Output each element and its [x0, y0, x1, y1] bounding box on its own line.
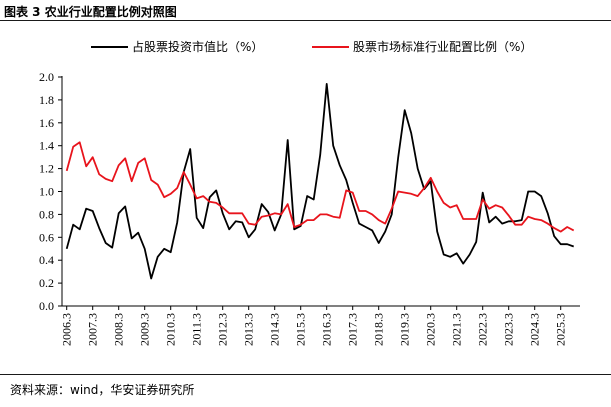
- x-tick-label: 2007.3: [86, 313, 100, 346]
- x-tick-label: 2017.3: [346, 313, 360, 346]
- legend-label-market-value: 占股票投资市值比（%）: [132, 39, 263, 54]
- y-tick-label: 1.6: [39, 116, 54, 130]
- chart-axes: 0.0 0.2 0.4 0.6 0.8 1.0 1.2 1.4 1.6 1.8 2.0 2006.3 2…: [39, 70, 580, 346]
- x-tick-label: 2006.3: [60, 313, 74, 346]
- x-tick-label: 2008.3: [112, 313, 126, 346]
- chart-legend: 占股票投资市值比（%） 股票市场标准行业配置比例（%）: [91, 39, 532, 54]
- y-tick-label: 0.6: [39, 230, 54, 244]
- x-tick-label: 2015.3: [294, 313, 308, 346]
- x-tick-label: 2010.3: [164, 313, 178, 346]
- series-line-standard-allocation: [65, 141, 575, 233]
- y-tick-label: 0.8: [39, 207, 54, 221]
- x-tick-label: 2022.3: [476, 313, 490, 346]
- legend-label-standard-allocation: 股票市场标准行业配置比例（%）: [353, 39, 532, 54]
- y-tick-label: 1.8: [39, 93, 54, 107]
- x-tick-label: 2020.3: [424, 313, 438, 346]
- x-tick-label: 2014.3: [268, 313, 282, 346]
- top-rule: [0, 20, 611, 21]
- y-tick-label: 0.4: [39, 253, 54, 267]
- source-note: 资料来源：wind，华安证券研究所: [10, 383, 195, 397]
- y-tick-label: 1.2: [39, 162, 54, 176]
- x-tick-label: 2011.3: [190, 313, 204, 346]
- y-tick-label: 2.0: [39, 70, 54, 84]
- figure-title: 图表 3 农业行业配置比例对照图: [4, 5, 177, 19]
- y-tick-label: 0.2: [39, 276, 54, 290]
- chart-series: [65, 83, 575, 280]
- y-tick-label: 0.0: [39, 299, 54, 313]
- bottom-rule: [0, 374, 611, 375]
- x-tick-label: 2018.3: [372, 313, 386, 346]
- x-tick-label: 2012.3: [216, 313, 230, 346]
- y-tick-label: 1.4: [39, 139, 54, 153]
- x-tick-label: 2016.3: [320, 313, 334, 346]
- x-tick-label: 2024.3: [528, 313, 542, 346]
- y-tick-label: 1.0: [39, 185, 54, 199]
- x-tick-label: 2009.3: [138, 313, 152, 346]
- x-tick-label: 2019.3: [398, 313, 412, 346]
- series-line-market-value: [65, 83, 575, 280]
- x-tick-label: 2013.3: [242, 313, 256, 346]
- x-tick-label: 2023.3: [502, 313, 516, 346]
- x-tick-label: 2021.3: [450, 313, 464, 346]
- x-tick-label: 2025.3: [554, 313, 568, 346]
